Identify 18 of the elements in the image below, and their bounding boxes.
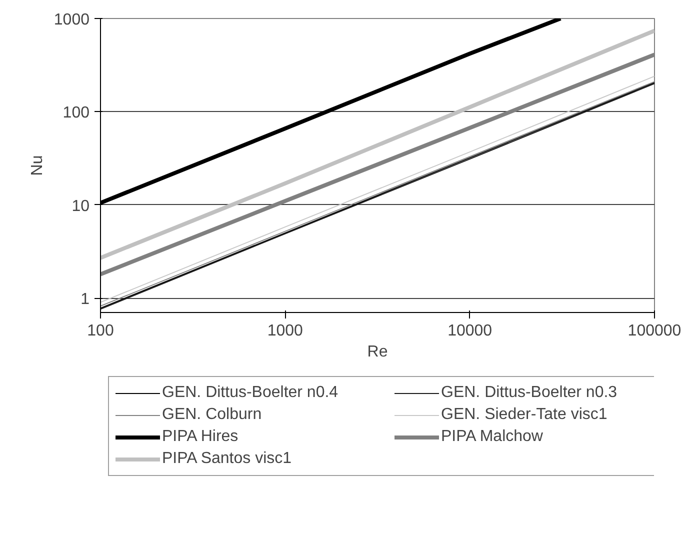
legend-label: GEN. Dittus-Boelter n0.4 (162, 384, 340, 402)
x-tick-label: 100000 (628, 322, 682, 340)
y-tick-label: 100 (62, 104, 90, 122)
x-axis-title: Re (367, 344, 388, 360)
x-tick-label: 1000 (267, 322, 304, 340)
y-tick-label: 10 (72, 198, 90, 215)
y-axis-title: Nu (28, 155, 46, 176)
x-tick-label: 10000 (448, 322, 492, 340)
legend-label: PIPA Santos visc1 (162, 450, 293, 468)
x-tick-label: 100 (87, 322, 114, 340)
y-tick-label: 1 (80, 291, 90, 308)
y-tick-label: 1000 (54, 12, 90, 28)
legend-label: GEN. Sieder-Tate visc1 (441, 406, 608, 424)
legend-label: GEN. Colburn (162, 406, 263, 424)
line-series (100, 28, 654, 260)
legend-label: GEN. Dittus-Boelter n0.3 (441, 384, 618, 402)
legend-label: PIPA Malchow (441, 428, 544, 446)
legend-label: PIPA Hires (162, 428, 240, 446)
